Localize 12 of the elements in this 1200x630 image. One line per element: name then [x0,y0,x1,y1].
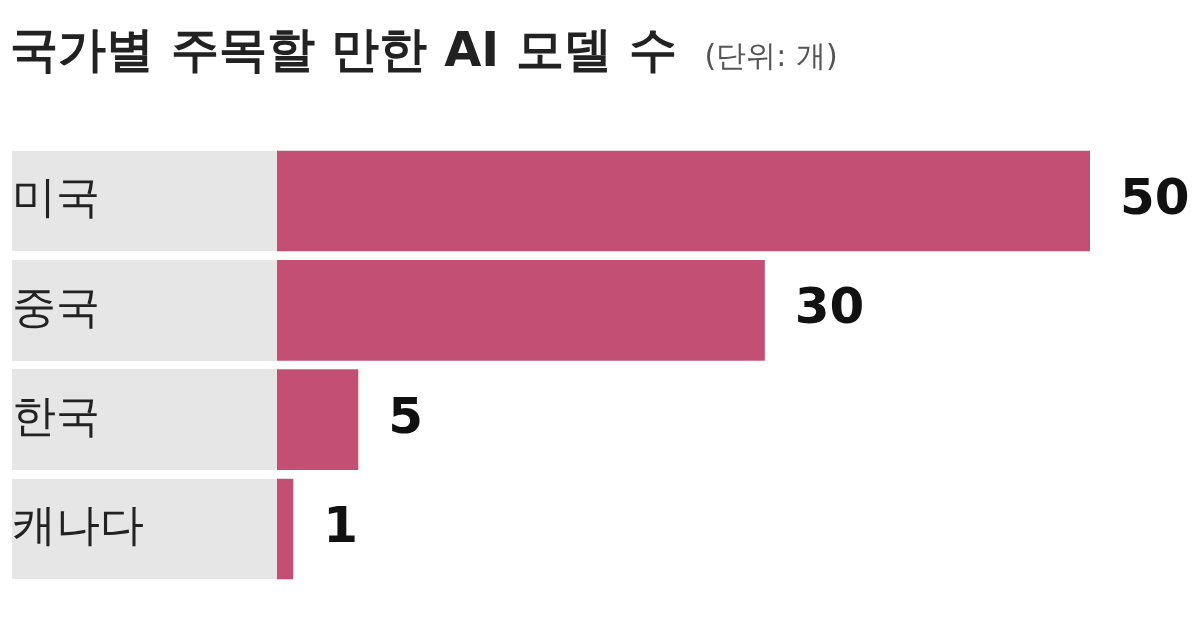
y-tick-label: 미국 [12,171,100,223]
data-label: 5 [388,386,424,445]
bar [277,369,359,470]
y-tick-label: 캐나다 [12,499,144,551]
chart-subtitle: (단위: 개) [704,37,838,75]
chart-title: 국가별 주목할 만한 AI 모델 수 [10,20,677,79]
bar [277,478,294,580]
y-tick-label: 중국 [12,280,100,332]
data-label: 30 [794,277,865,336]
y-tick-label: 한국 [12,390,100,442]
data-label: 1 [323,495,359,554]
data-label: 50 [1120,168,1190,227]
